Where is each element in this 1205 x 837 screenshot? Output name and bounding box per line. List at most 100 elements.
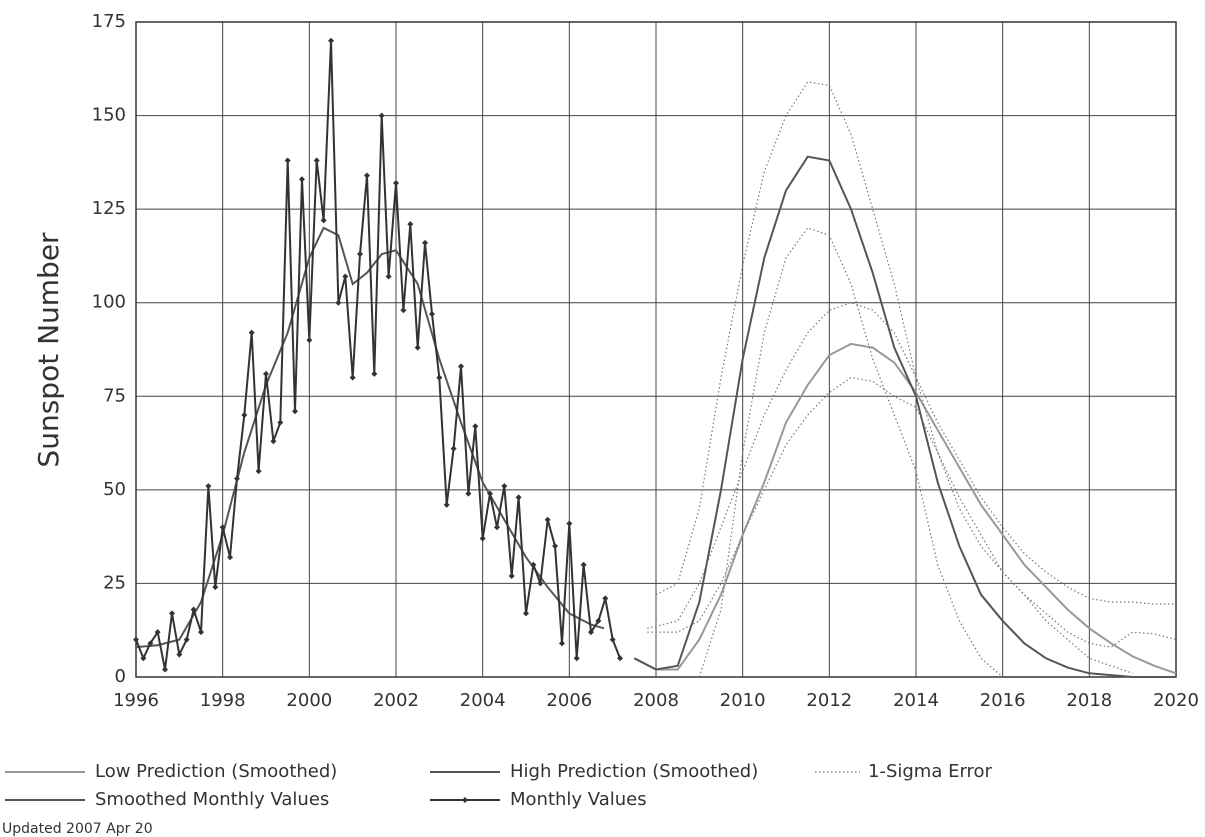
data-point bbox=[515, 494, 522, 501]
data-point bbox=[219, 524, 226, 531]
data-point bbox=[573, 655, 580, 662]
data-point bbox=[371, 370, 378, 377]
data-point bbox=[450, 445, 457, 452]
data-point bbox=[349, 374, 356, 381]
y-tick-label: 75 bbox=[103, 385, 126, 406]
data-point bbox=[595, 617, 602, 624]
data-point bbox=[363, 172, 370, 179]
series-line bbox=[633, 155, 1176, 678]
data-point bbox=[523, 610, 529, 617]
data-point bbox=[493, 524, 500, 531]
data-point bbox=[530, 561, 537, 568]
data-point bbox=[212, 584, 219, 591]
data-point bbox=[183, 636, 190, 643]
x-tick-label: 2016 bbox=[980, 690, 1026, 711]
data-point bbox=[190, 606, 197, 613]
error-line bbox=[655, 81, 1133, 674]
x-tick-label: 2018 bbox=[1066, 690, 1112, 711]
data-point bbox=[552, 543, 559, 549]
data-point bbox=[443, 501, 450, 508]
x-tick-label: 2004 bbox=[460, 690, 506, 711]
footnote: Updated 2007 Apr 20 bbox=[2, 821, 153, 837]
data-point bbox=[328, 37, 334, 44]
y-tick-label: 175 bbox=[92, 11, 126, 32]
x-tick-label: 2008 bbox=[633, 690, 679, 711]
data-point bbox=[428, 310, 435, 317]
data-point bbox=[422, 239, 429, 246]
data-point bbox=[205, 483, 212, 490]
data-point bbox=[566, 520, 573, 527]
plot-frame bbox=[135, 21, 1177, 678]
data-point bbox=[147, 640, 154, 647]
data-point bbox=[537, 580, 544, 587]
data-point bbox=[501, 483, 508, 490]
x-tick-label: 2010 bbox=[720, 690, 766, 711]
data-point bbox=[313, 157, 320, 164]
data-point bbox=[458, 363, 464, 370]
data-point bbox=[277, 419, 284, 426]
series-line bbox=[633, 342, 1177, 675]
x-tick-label: 2002 bbox=[373, 690, 419, 711]
y-tick-label: 100 bbox=[92, 292, 126, 313]
legend-label: 1-Sigma Error bbox=[868, 761, 993, 782]
y-axis-label: Sunspot Number bbox=[32, 232, 65, 468]
legend-label: Smoothed Monthly Values bbox=[95, 789, 329, 810]
data-point bbox=[263, 370, 269, 377]
data-point bbox=[255, 468, 262, 475]
data-point bbox=[465, 490, 472, 497]
data-point bbox=[400, 307, 407, 314]
x-tick-label: 2012 bbox=[806, 690, 852, 711]
data-point bbox=[544, 516, 551, 523]
data-point bbox=[609, 636, 616, 643]
legend-marker bbox=[462, 797, 468, 803]
data-point bbox=[357, 251, 364, 258]
legend-label: Low Prediction (Smoothed) bbox=[95, 761, 337, 782]
data-point bbox=[248, 329, 255, 336]
data-point bbox=[233, 475, 240, 482]
data-point bbox=[407, 221, 414, 228]
data-point bbox=[588, 629, 594, 636]
y-tick-label: 50 bbox=[103, 479, 126, 500]
data-point bbox=[602, 595, 609, 602]
data-point bbox=[154, 629, 161, 636]
data-point bbox=[241, 412, 248, 418]
x-tick-label: 2000 bbox=[286, 690, 332, 711]
data-point bbox=[487, 490, 494, 497]
data-point bbox=[270, 438, 277, 445]
data-point bbox=[298, 176, 305, 183]
data-point bbox=[227, 554, 234, 561]
x-tick-label: 2006 bbox=[546, 690, 592, 711]
data-point bbox=[335, 299, 342, 306]
data-point bbox=[558, 640, 565, 647]
y-tick-label: 125 bbox=[92, 198, 126, 219]
x-tick-label: 2020 bbox=[1153, 690, 1199, 711]
legend-label: Monthly Values bbox=[510, 789, 647, 810]
data-point bbox=[284, 157, 291, 164]
x-tick-label: 2014 bbox=[893, 690, 939, 711]
series-line bbox=[135, 40, 621, 670]
data-point bbox=[162, 666, 169, 673]
data-point bbox=[580, 561, 587, 568]
x-tick-label: 1996 bbox=[113, 690, 159, 711]
error-line bbox=[647, 376, 1177, 648]
data-point bbox=[436, 374, 443, 381]
error-line bbox=[698, 227, 1004, 678]
data-point bbox=[385, 273, 392, 280]
error-line bbox=[647, 302, 1176, 629]
data-point bbox=[133, 636, 139, 643]
data-point bbox=[140, 655, 147, 662]
data-point bbox=[617, 655, 624, 662]
series-line bbox=[135, 226, 605, 649]
data-point bbox=[168, 610, 175, 617]
data-point bbox=[306, 337, 313, 344]
data-point bbox=[342, 273, 349, 280]
data-point bbox=[320, 217, 327, 224]
data-point bbox=[378, 112, 385, 119]
data-point bbox=[176, 651, 183, 658]
x-tick-label: 1998 bbox=[200, 690, 246, 711]
y-tick-label: 0 bbox=[115, 666, 126, 687]
data-point bbox=[479, 535, 486, 542]
data-point bbox=[472, 423, 479, 430]
legend-label: High Prediction (Smoothed) bbox=[510, 761, 758, 782]
